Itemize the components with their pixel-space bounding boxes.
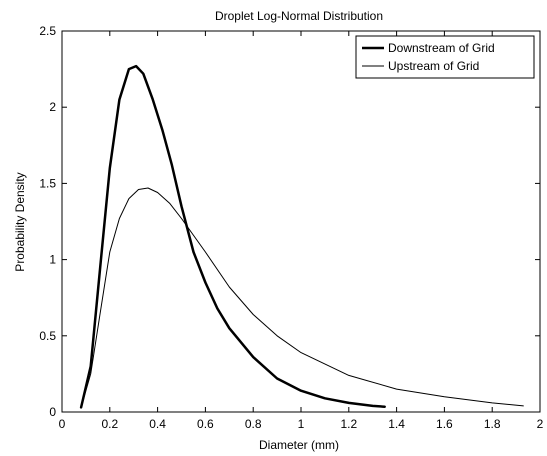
axes: 0 0.2 0.4 0.6 0.8 1 1.2 1.4 1.6 1.8 2 0 0.5 1 1.5 2 2.5 — [39, 24, 543, 431]
y-tick-label: 2.5 — [39, 24, 56, 38]
plot-area-frame — [61, 30, 541, 413]
y-tick-label: 0.5 — [39, 329, 56, 343]
x-tick-label: 1.2 — [340, 417, 357, 431]
x-tick-label: 2 — [537, 417, 544, 431]
x-tick-label: 0.8 — [245, 417, 262, 431]
series-line-downstream — [79, 64, 386, 409]
legend-label: Upstream of Grid — [388, 59, 479, 73]
legend: Downstream of Grid Upstream of Grid — [355, 35, 535, 79]
x-tick-label: 0.2 — [101, 417, 118, 431]
y-tick-label: 1.5 — [39, 176, 56, 190]
x-tick-label: 0.6 — [197, 417, 214, 431]
legend-box — [355, 35, 535, 79]
series-line-upstream — [80, 187, 524, 408]
x-tick-label: 1.6 — [436, 417, 453, 431]
x-tick-label: 1 — [298, 417, 305, 431]
legend-label: Downstream of Grid — [388, 41, 495, 55]
y-tick-label: 0 — [49, 405, 56, 419]
y-axis-label: Probability Density — [13, 172, 27, 271]
x-tick-label: 1.8 — [484, 417, 501, 431]
x-tick-label: 0 — [59, 417, 66, 431]
x-tick-label: 1.4 — [388, 417, 405, 431]
y-tick-label: 2 — [49, 100, 56, 114]
y-tick-label: 1 — [49, 253, 56, 267]
chart-title: Droplet Log-Normal Distribution — [215, 9, 383, 23]
x-tick-label: 0.4 — [149, 417, 166, 431]
x-axis-label: Diameter (mm) — [259, 438, 339, 452]
series-group — [79, 64, 524, 409]
